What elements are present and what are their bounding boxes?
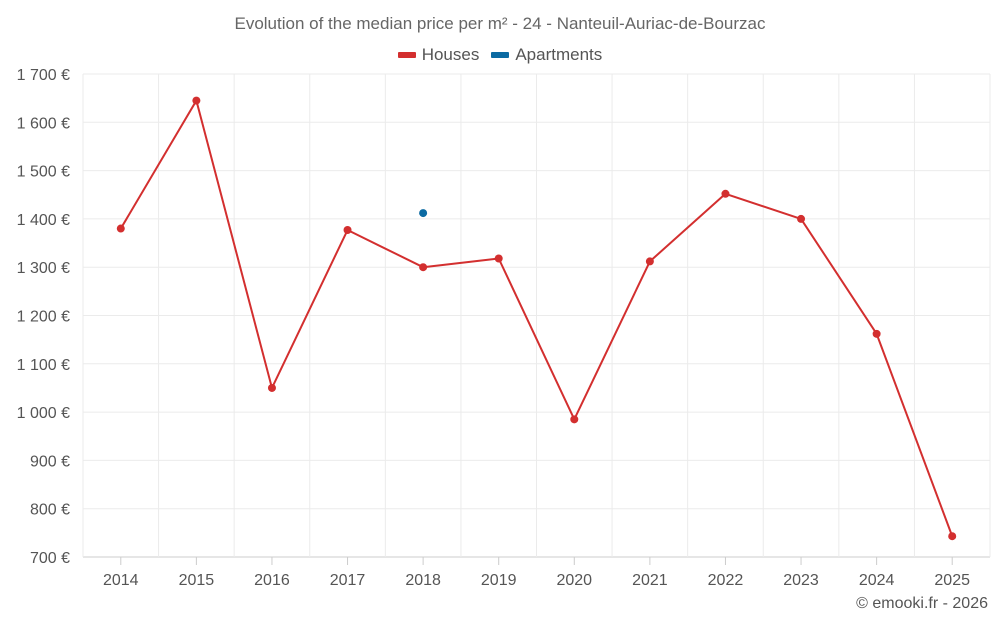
data-point-houses <box>343 226 352 235</box>
x-tick-label: 2014 <box>103 572 139 589</box>
x-tick-label: 2017 <box>330 572 366 589</box>
y-tick-label: 1 500 € <box>17 164 70 181</box>
data-point-houses <box>721 189 730 198</box>
y-tick-label: 700 € <box>30 550 70 567</box>
x-tick-label: 2023 <box>783 572 819 589</box>
y-tick-label: 1 300 € <box>17 260 70 277</box>
credit-text: © emooki.fr - 2026 <box>856 595 988 612</box>
y-tick-label: 1 100 € <box>17 357 70 374</box>
data-point-houses <box>797 214 806 223</box>
data-point-apartments <box>419 209 428 218</box>
x-tick-label: 2021 <box>632 572 668 589</box>
data-point-houses <box>192 96 201 105</box>
data-point-houses <box>948 532 957 541</box>
chart-title: Evolution of the median price per m² - 2… <box>234 14 766 33</box>
data-point-houses <box>267 383 276 392</box>
data-point-houses <box>419 263 428 272</box>
y-tick-label: 1 600 € <box>17 115 70 132</box>
x-tick-label: 2018 <box>405 572 441 589</box>
data-point-houses <box>116 224 125 233</box>
chart-legend: Houses Apartments <box>0 45 1000 65</box>
x-tick-label: 2020 <box>556 572 592 589</box>
legend-swatch-houses <box>397 52 416 58</box>
x-tick-label: 2019 <box>481 572 517 589</box>
y-tick-label: 1 400 € <box>17 212 70 229</box>
y-tick-label: 900 € <box>30 453 70 470</box>
legend-swatch-apartments <box>491 52 510 58</box>
y-tick-label: 1 200 € <box>17 309 70 326</box>
data-point-houses <box>645 257 654 266</box>
data-point-houses <box>570 415 579 424</box>
x-tick-label: 2024 <box>859 572 895 589</box>
x-tick-label: 2022 <box>708 572 744 589</box>
x-tick-label: 2025 <box>934 572 970 589</box>
y-tick-label: 800 € <box>30 502 70 519</box>
data-point-houses <box>494 254 503 263</box>
legend-item-houses[interactable]: Houses <box>397 45 480 65</box>
x-tick-label: 2016 <box>254 572 290 589</box>
legend-item-apartments[interactable]: Apartments <box>491 45 602 65</box>
legend-label-apartments: Apartments <box>515 45 603 64</box>
x-tick-label: 2015 <box>179 572 215 589</box>
data-point-houses <box>872 329 881 338</box>
y-tick-label: 1 700 € <box>17 67 70 84</box>
series-line-houses <box>119 99 954 537</box>
y-tick-label: 1 000 € <box>17 405 70 422</box>
legend-label-houses: Houses <box>421 45 480 64</box>
